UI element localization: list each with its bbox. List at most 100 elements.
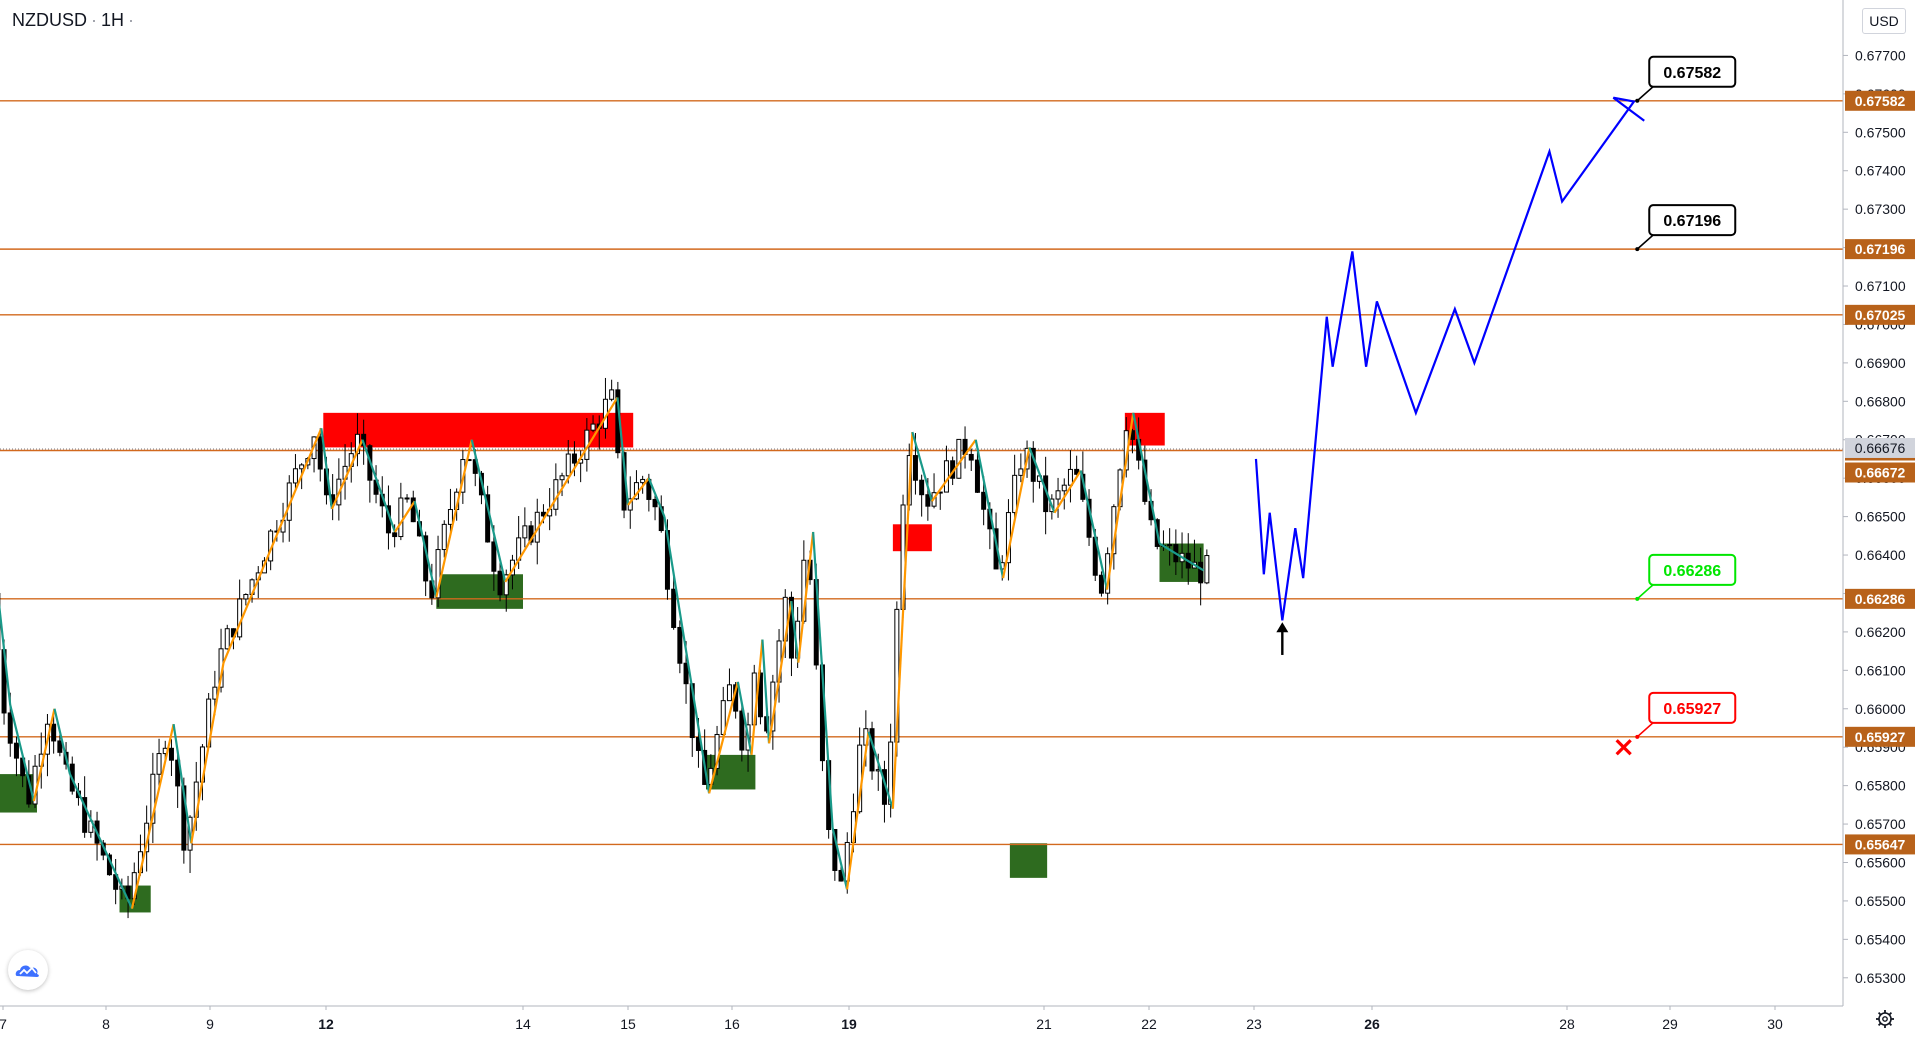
time-tick-label: 23 — [1246, 1016, 1262, 1032]
candle-body — [919, 479, 925, 496]
zigzag-up-swing — [767, 600, 793, 744]
candle-body — [150, 773, 156, 824]
price-callout-text: 0.67196 — [1663, 213, 1721, 230]
zigzag-up-swing — [1053, 469, 1082, 514]
candle-body — [1061, 484, 1067, 492]
level-price-tag — [1845, 588, 1915, 609]
demand-zone[interactable] — [436, 574, 523, 609]
level-price-tag — [1845, 90, 1915, 111]
price-tick-label: 0.67700 — [1855, 47, 1906, 63]
zigzag-up-swing — [930, 439, 977, 502]
price-axis-panel[interactable] — [1843, 0, 1920, 1040]
level-price-tag-text: 0.67582 — [1855, 93, 1906, 109]
price-callout[interactable] — [1648, 553, 1737, 586]
candle-body — [683, 662, 689, 685]
zigzag-up-swing — [891, 432, 914, 809]
zigzag-down-swing — [470, 439, 507, 583]
zigzag-down-swing — [172, 723, 193, 844]
candle-body — [224, 628, 230, 650]
zigzag-down-swing — [867, 731, 894, 810]
supply-zone[interactable] — [323, 412, 634, 448]
candle-body — [7, 712, 13, 744]
symbol-header[interactable]: NZDUSD · 1H · — [12, 10, 138, 31]
candle-body — [1167, 544, 1173, 547]
zigzag-down-swing — [790, 601, 800, 663]
zigzag-down-swing — [1132, 412, 1161, 544]
candle-body — [175, 759, 181, 787]
time-axis-panel[interactable] — [0, 1006, 1843, 1040]
zigzag-down-swing — [1158, 542, 1205, 572]
time-tick-label: 8 — [102, 1016, 110, 1032]
price-tick-label: 0.67400 — [1855, 163, 1906, 179]
candle-body — [925, 494, 931, 507]
zigzag-down-swing — [0, 602, 12, 706]
level-price-tag-text: 0.65927 — [1855, 729, 1906, 745]
level-price-tag — [1845, 834, 1915, 855]
zigzag-down-swing — [911, 431, 933, 502]
zigzag-up-swing — [435, 439, 473, 598]
candle-body — [1198, 561, 1204, 584]
price-tick-label: 0.67500 — [1855, 124, 1906, 140]
candle-body — [168, 747, 174, 761]
projected-path[interactable] — [1254, 96, 1645, 621]
entry-arrow-head — [1276, 622, 1289, 633]
demand-zone[interactable] — [1009, 843, 1048, 878]
price-callout-text: 0.65927 — [1663, 701, 1721, 718]
time-tick-label: 21 — [1036, 1016, 1052, 1032]
time-tick-label: 15 — [620, 1016, 636, 1032]
candle-body — [1018, 468, 1024, 476]
price-tick-label: 0.65400 — [1855, 931, 1906, 947]
callout-anchor-dot — [1635, 734, 1640, 739]
zigzag-down-swing — [361, 439, 396, 533]
candle-body — [299, 464, 305, 470]
level-price-tag — [1845, 304, 1915, 325]
price-callout[interactable] — [1648, 204, 1737, 237]
time-tick-label: 12 — [318, 1016, 334, 1032]
zigzag-up-swing — [708, 681, 739, 794]
price-tick-label: 0.66800 — [1855, 393, 1906, 409]
candle-body — [441, 523, 447, 551]
tradingview-logo-icon[interactable] — [8, 950, 48, 990]
price-tick-label: 0.66200 — [1855, 624, 1906, 640]
price-callout[interactable] — [1648, 55, 1737, 88]
candle-body — [912, 455, 918, 481]
callout-anchor-dot — [1635, 247, 1640, 252]
zigzag-up-swing — [1001, 447, 1031, 579]
time-tick-label: 19 — [841, 1016, 857, 1032]
currency-button[interactable]: USD — [1862, 8, 1906, 34]
logo-shape — [15, 965, 39, 977]
price-tick-label: 0.66500 — [1855, 509, 1906, 525]
zigzag-up-swing — [32, 708, 56, 802]
candle-body — [398, 497, 404, 538]
zigzag-down-swing — [320, 428, 334, 510]
zigzag-down-swing — [647, 477, 666, 518]
candle-body — [571, 453, 577, 464]
candle-body — [497, 570, 503, 596]
candle-body — [404, 497, 410, 500]
zigzag-up-swing — [1105, 412, 1135, 590]
callout-anchor-dot — [1635, 98, 1640, 103]
last-price-tag — [1845, 437, 1915, 458]
supply-zone[interactable] — [892, 524, 932, 552]
price-tick-label: 0.66100 — [1855, 662, 1906, 678]
header-separator: · — [128, 10, 135, 30]
callouts-layer: 0.67582 0.67196 0.66286 0.65927 — [1635, 55, 1737, 739]
price-tick-label: 0.67300 — [1855, 201, 1906, 217]
zigzag-down-swing — [616, 397, 630, 506]
time-tick-label: 29 — [1662, 1016, 1678, 1032]
price-tick-label: 0.67100 — [1855, 278, 1906, 294]
candle-body — [652, 498, 658, 508]
zigzag-down-swing — [9, 704, 35, 802]
price-callout[interactable] — [1648, 691, 1737, 724]
stop-loss-x-icon-stroke — [1615, 739, 1632, 756]
candle-body — [757, 672, 763, 718]
candle-body — [51, 723, 57, 742]
candle-body — [435, 549, 441, 599]
level-price-tag-text: 0.67025 — [1855, 307, 1906, 323]
time-tick-label: 14 — [515, 1016, 531, 1032]
gear-icon[interactable] — [1872, 1006, 1898, 1032]
time-tick-label: 9 — [206, 1016, 214, 1032]
